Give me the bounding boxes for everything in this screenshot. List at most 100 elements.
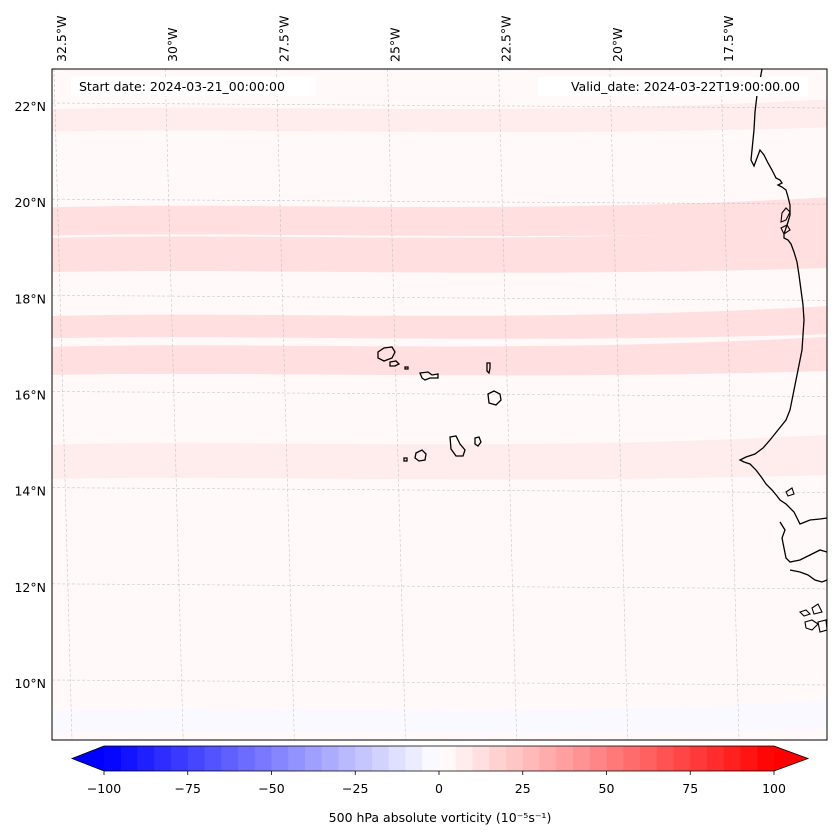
vorticity-band [52, 336, 827, 376]
bijagos-islands [785, 487, 827, 633]
parallel-gridline [52, 391, 827, 397]
meridian-gridline [164, 69, 184, 740]
colorbar-cell [321, 746, 339, 771]
colorbar-tick-label: 100 [762, 781, 786, 796]
colorbar-tick-label: 50 [599, 781, 615, 796]
colorbar-tick-label: 75 [682, 781, 698, 796]
valid-date-box [538, 77, 808, 96]
parallel-gridline [52, 295, 827, 301]
coastline-west-africa [738, 69, 827, 525]
field-bands [52, 99, 827, 734]
colorbar-extend-high [774, 746, 808, 771]
longitude-label: 27.5°W [276, 16, 291, 62]
island-maio [474, 436, 482, 447]
colorbar-cell [405, 746, 423, 771]
colorbar-cell [338, 746, 356, 771]
latitude-label: 18°N [14, 291, 46, 306]
colorbar-cell [104, 746, 122, 771]
colorbar-tick-label: −100 [87, 781, 121, 796]
colorbar-tick-label: 0 [435, 781, 443, 796]
banc-arguin-detail [780, 207, 791, 235]
island-sal [486, 362, 491, 375]
colorbar-cell [120, 746, 138, 771]
longitude-label: 25°W [388, 27, 403, 62]
parallel-gridline [52, 679, 827, 686]
colorbar-cell [640, 746, 658, 771]
map-axes: Start date: 2024-03-21_00:00:00 Valid_da… [14, 16, 828, 741]
island-santa-luzia [404, 366, 409, 370]
colorbar-extend-low [72, 746, 104, 771]
island-boa-vista [487, 390, 502, 406]
parallel-gridline [52, 583, 827, 590]
colorbar-cell [506, 746, 524, 771]
latitude-label: 20°N [14, 195, 46, 210]
colorbar-cell [439, 746, 457, 771]
colorbar-cell [606, 746, 624, 771]
meridian-gridline [609, 69, 629, 740]
latitude-label: 16°N [14, 388, 46, 403]
colorbar-cell [455, 746, 473, 771]
meridian-gridline [498, 69, 517, 740]
colorbar-cell [707, 746, 725, 771]
colorbar-cell [154, 746, 172, 771]
colorbar-cell [489, 746, 507, 771]
colorbar-cell [723, 746, 741, 771]
meridian-gridline [53, 69, 73, 740]
colorbar-cell [388, 746, 406, 771]
longitude-labels: 32.5°W 30°W 27.5°W 25°W 22.5°W 20°W 17.5°W [54, 16, 736, 62]
island-santo-antao [377, 346, 396, 362]
colorbar: −100 −75 −50 −25 0 25 50 75 100 500 hPa absolute… [70, 745, 810, 825]
longitude-label: 22.5°W [499, 16, 514, 62]
colorbar-cell [623, 746, 641, 771]
cape-verde-islands [377, 346, 502, 462]
colorbar-cell [522, 746, 540, 771]
colorbar-cell [573, 746, 591, 771]
colorbar-cell [656, 746, 674, 771]
colorbar-tick-label: −50 [258, 781, 284, 796]
vorticity-band [52, 700, 827, 734]
latitude-labels: 22°N 20°N 18°N 16°N 14°N 12°N 10°N [14, 99, 46, 691]
island-brava [403, 457, 408, 462]
colorbar-cell [690, 746, 708, 771]
valid-date-label: Valid_date: 2024-03-22T19:00:00.00 [571, 79, 800, 94]
colorbar-cell [556, 746, 574, 771]
island-sao-vicente [389, 360, 401, 367]
vorticity-band [52, 306, 827, 339]
colorbar-label: 500 hPa absolute vorticity (10⁻⁵s⁻¹) [329, 810, 552, 825]
colorbar-cell [589, 746, 607, 771]
vorticity-band [52, 434, 827, 480]
island-santiago [449, 435, 466, 457]
colorbar-cell [740, 746, 758, 771]
field-background [52, 69, 827, 740]
vorticity-band [52, 99, 827, 133]
vorticity-band [52, 228, 827, 273]
island-fogo [414, 449, 427, 462]
colorbar-cell [204, 746, 222, 771]
colorbar-cell [137, 746, 155, 771]
colorbar-cell [673, 746, 691, 771]
colorbar-cell [288, 746, 306, 771]
colorbar-cell [422, 746, 440, 771]
colorbar-cell [539, 746, 557, 771]
longitude-label: 20°W [610, 27, 625, 62]
start-date-box [71, 77, 315, 96]
map-frame [51, 68, 828, 741]
colorbar-tick-label: −25 [342, 781, 368, 796]
meridian-gridline [276, 69, 295, 740]
parallel-gridline [52, 487, 827, 493]
latitude-label: 10°N [14, 676, 46, 691]
colorbar-tick-label: 25 [515, 781, 531, 796]
vorticity-field [52, 69, 827, 740]
start-date-label: Start date: 2024-03-21_00:00:00 [79, 79, 285, 94]
longitude-label: 32.5°W [54, 16, 69, 62]
colorbar-ticks: −100 −75 −50 −25 0 25 50 75 100 [87, 771, 786, 796]
colorbar-cells [104, 746, 775, 771]
colorbar-cell [221, 746, 239, 771]
latitude-label: 14°N [14, 484, 46, 499]
meridian-gridline [720, 69, 740, 740]
vorticity-band [52, 197, 827, 237]
colorbar-cell [171, 746, 189, 771]
latitude-label: 22°N [14, 99, 46, 114]
colorbar-cell [238, 746, 256, 771]
